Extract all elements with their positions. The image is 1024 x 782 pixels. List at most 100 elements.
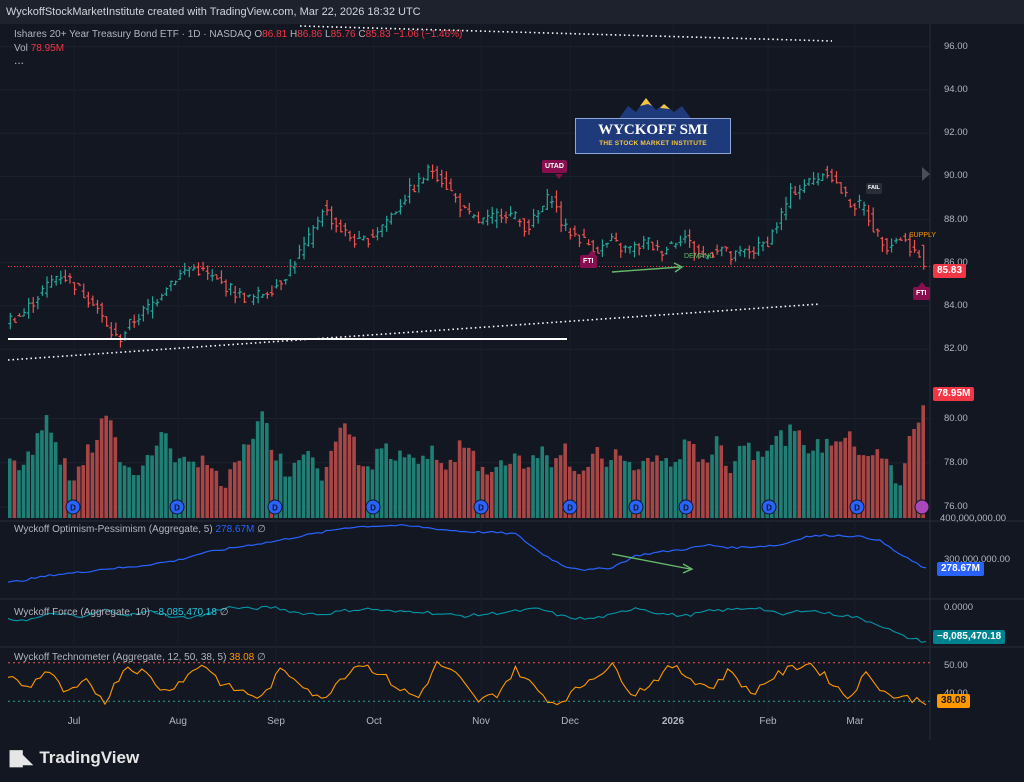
volume-bar [113, 437, 118, 518]
wyckoff-smi-logo: WYCKOFF SMI THE STOCK MARKET INSTITUTE [575, 118, 731, 154]
time-axis-label: Feb [759, 716, 777, 727]
dividend-marker-label: D [683, 504, 689, 513]
volume-bar [774, 436, 779, 518]
support-trendline [7, 303, 821, 361]
utad-tag[interactable]: UTAD [542, 160, 567, 173]
volume-bar [802, 445, 806, 518]
volume-bar [150, 455, 154, 518]
volume-bar [627, 461, 632, 518]
utad-pointer [555, 174, 563, 179]
volume-bar [205, 464, 209, 518]
dividend-marker-icon [761, 499, 777, 515]
tech-axis-40: 40.00 [944, 688, 968, 699]
volume-bar [797, 430, 802, 518]
fti-tag-2[interactable]: FTI [913, 287, 930, 300]
volume-bar [388, 458, 393, 518]
close-value: 85.83 [365, 29, 391, 40]
fti-tag-1[interactable]: FTI [580, 255, 597, 268]
tradingview-mark-icon: ▇◣ [10, 750, 33, 767]
op-axis-400m: 400,000,000.00 [940, 513, 1007, 524]
volume-bar [728, 473, 733, 518]
volume-bar [297, 460, 301, 518]
volume-bar [618, 455, 623, 518]
volume-bar [324, 466, 329, 518]
price-axis-label: 96.00 [944, 40, 968, 52]
volume-bar [81, 465, 86, 518]
volume-bar [356, 465, 361, 518]
volume-bar [737, 445, 742, 518]
volume-bar [838, 441, 843, 518]
volume-bar [26, 451, 30, 518]
op-name[interactable]: Wyckoff Optimism-Pessimism (Aggregate, 5… [14, 524, 213, 535]
dividend-marker-label: D [854, 504, 860, 513]
volume-bar [219, 486, 223, 518]
force-name[interactable]: Wyckoff Force (Aggregate, 10) [14, 607, 150, 618]
volume-bar [246, 444, 251, 518]
volume-bar [168, 448, 173, 518]
volume-bar [265, 423, 269, 518]
volume-bar [577, 474, 581, 518]
volume-bar [687, 441, 691, 518]
price-axis-label: 80.00 [944, 412, 968, 424]
volume-bar [118, 462, 122, 518]
volume-bar [769, 444, 774, 518]
op-arrow [611, 553, 691, 570]
time-axis-label: Nov [472, 716, 490, 727]
volume-bar [829, 445, 834, 518]
volume-bar [843, 437, 847, 518]
symbol-name[interactable]: Ishares 20+ Year Treasury Bond ETF · 1D … [14, 29, 252, 40]
volume-bar [783, 445, 788, 518]
volume-bar [375, 448, 379, 518]
volume-bar [35, 433, 40, 518]
demand-arrow-head [673, 262, 684, 273]
price-axis-label: 90.00 [944, 170, 968, 182]
volume-label[interactable]: Vol [14, 43, 28, 54]
fail-tag[interactable]: FAIL [866, 183, 882, 194]
volume-bar [379, 448, 384, 518]
volume-bar [457, 440, 462, 518]
volume-bar [512, 453, 517, 518]
volume-bar [696, 461, 701, 518]
legend-more-button[interactable]: ... [14, 53, 24, 67]
price-axis-label: 78.00 [944, 456, 968, 468]
op-price-tag: 278.67M [937, 562, 984, 576]
volume-bar [131, 475, 136, 518]
volume-bar [402, 457, 407, 518]
demand-arrow [611, 266, 681, 273]
volume-bar [861, 455, 866, 518]
volume-bar [251, 438, 255, 518]
volume-bar [173, 462, 177, 518]
volume-bar [765, 450, 769, 518]
volume-bar [494, 466, 499, 518]
volume-bar [343, 423, 347, 518]
volume-bar [209, 468, 214, 518]
change-value: −1.06 (−1.46%) [393, 29, 463, 40]
volume-bar [760, 456, 765, 518]
volume-bar [682, 439, 687, 518]
volume-bar [554, 458, 558, 518]
volume-bar [425, 458, 430, 518]
volume-bar [489, 471, 494, 518]
force-value: −8,085,470.18 [152, 607, 217, 618]
volume-bar [893, 483, 898, 518]
volume-bar [558, 455, 563, 518]
volume-bar [434, 459, 439, 518]
volume-bar [604, 466, 609, 518]
volume-bar [315, 468, 320, 518]
volume-bar [710, 454, 714, 518]
volume-bar [746, 442, 751, 518]
volume-bar [462, 447, 466, 518]
high-value: 86.86 [297, 29, 323, 40]
resistance-trendline [299, 25, 833, 42]
time-axis-label: Aug [169, 716, 187, 727]
time-axis-label: Dec [561, 716, 579, 727]
low-label: L [325, 29, 331, 40]
tech-name[interactable]: Wyckoff Technometer (Aggregate, 12, 50, … [14, 652, 227, 663]
volume-bar [567, 466, 572, 518]
volume-bar [67, 480, 72, 518]
volume-bar [366, 466, 370, 518]
volume-bar [53, 442, 58, 518]
volume-bar [40, 430, 44, 518]
tradingview-logo[interactable]: ▇◣ TradingView [10, 748, 139, 768]
